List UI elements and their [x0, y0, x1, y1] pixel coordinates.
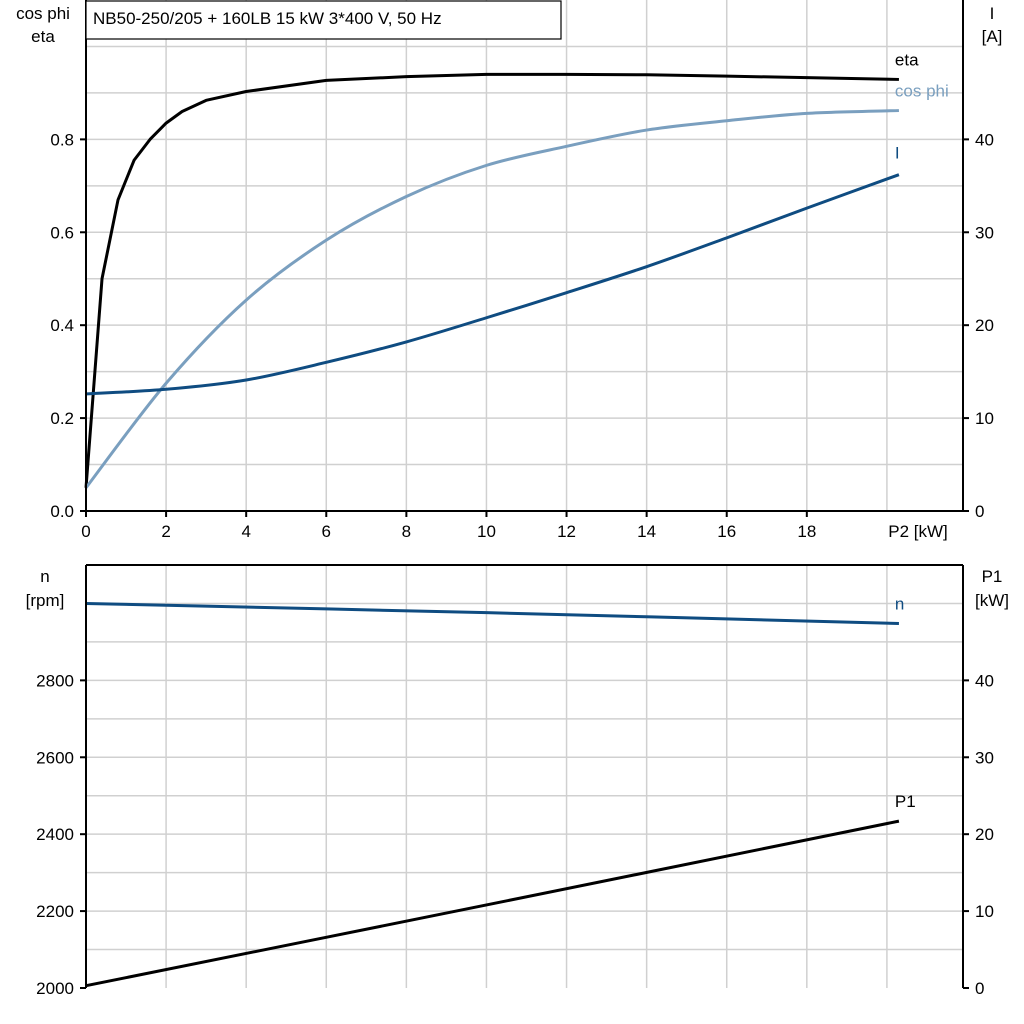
- y-tick-label-right: 30: [975, 223, 994, 242]
- series-line-eta: [84, 72, 899, 488]
- y-tick-label-left: 0.0: [50, 502, 74, 521]
- y-tick-label-left: 2400: [36, 825, 74, 844]
- y-axis-label-right: [kW]: [975, 591, 1009, 610]
- top-chart-grid: [86, 0, 963, 511]
- curves: [84, 72, 900, 988]
- x-tick-label: 2: [161, 522, 170, 541]
- y-tick-label-right: 40: [975, 130, 994, 149]
- y-tick-label-left: 0.6: [50, 223, 74, 242]
- axes: [80, 0, 969, 989]
- y-axis-label-left: eta: [31, 27, 55, 46]
- series-label-cos-phi: cos phi: [895, 82, 949, 101]
- bottom-chart-grid: [86, 565, 963, 988]
- series-label-p1: P1: [895, 792, 916, 811]
- x-tick-label: 12: [557, 522, 576, 541]
- y-axis-label-right: P1: [982, 567, 1003, 586]
- series-line-cos-phi: [84, 109, 899, 489]
- y-tick-label-left: 0.8: [50, 130, 74, 149]
- y-tick-label-left: 0.2: [50, 409, 74, 428]
- y-axis-label-right: [A]: [982, 27, 1003, 46]
- x-tick-label: 10: [477, 522, 496, 541]
- y-tick-label-left: 2000: [36, 979, 74, 998]
- x-tick-label: 0: [81, 522, 90, 541]
- x-tick-label: 18: [797, 522, 816, 541]
- series-line-i: [85, 173, 900, 396]
- y-axis-label-left: cos phi: [16, 4, 70, 23]
- y-axis-label-left: n: [40, 567, 49, 586]
- labels: 0.0 0.2 0.4 0.6 0.8 0 10 20 30 40 0 2 4 6 8 10 12 14 16 18 P…: [16, 4, 1009, 998]
- series-label-n: n: [895, 594, 904, 613]
- title-box: NB50-250/205 + 160LB 15 kW 3*400 V, 50 H…: [85, 0, 562, 40]
- series-label-i: I: [895, 144, 900, 163]
- x-tick-label: 6: [322, 522, 331, 541]
- y-tick-label-left: 2600: [36, 748, 74, 767]
- y-tick-label-right: 10: [975, 409, 994, 428]
- y-tick-label-right: 40: [975, 671, 994, 690]
- chart-title: NB50-250/205 + 160LB 15 kW 3*400 V, 50 H…: [93, 9, 442, 28]
- y-tick-label-right: 0: [975, 979, 984, 998]
- series-line-p1: [85, 819, 900, 988]
- series-line-n: [85, 601, 899, 625]
- series-label-eta: eta: [895, 50, 919, 69]
- y-tick-label-right: 10: [975, 902, 994, 921]
- y-tick-label-left: 0.4: [50, 316, 74, 335]
- y-tick-label-right: 30: [975, 748, 994, 767]
- x-axis-label: P2 [kW]: [888, 522, 948, 541]
- y-tick-label-right: 0: [975, 502, 984, 521]
- y-tick-label-right: 20: [975, 825, 994, 844]
- y-tick-label-left: 2800: [36, 671, 74, 690]
- y-axis-label-right: I: [990, 4, 995, 23]
- y-tick-label-right: 20: [975, 316, 994, 335]
- x-tick-label: 16: [717, 522, 736, 541]
- y-tick-label-left: 2200: [36, 902, 74, 921]
- x-tick-label: 4: [241, 522, 250, 541]
- y-axis-label-left: [rpm]: [26, 591, 65, 610]
- x-tick-label: 14: [637, 522, 656, 541]
- x-tick-label: 8: [402, 522, 411, 541]
